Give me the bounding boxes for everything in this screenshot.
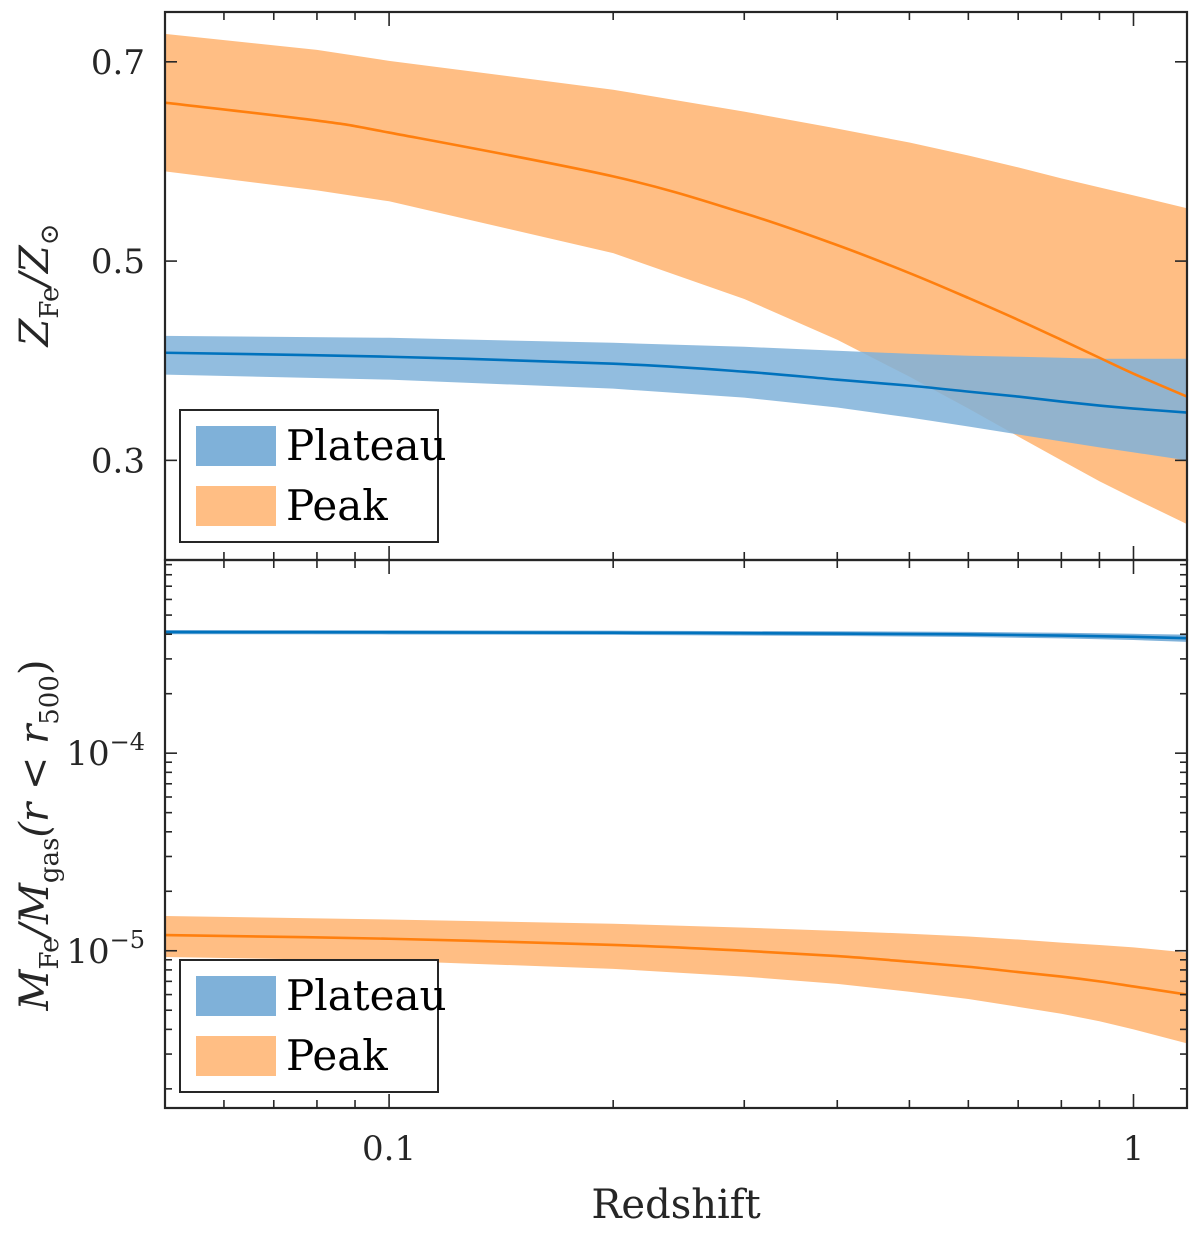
x-axis-title: Redshift <box>591 1182 760 1228</box>
top-confidence-bands <box>165 33 1187 525</box>
bottom-axis-ticks <box>165 560 1187 1108</box>
top-axis-ticks <box>165 12 1187 560</box>
top-legend-swatch-peak <box>196 486 276 526</box>
bot-legend-swatch-plateau <box>196 976 276 1016</box>
top-median-lines <box>165 101 1187 414</box>
top-legend-label-plateau: Plateau <box>286 421 447 470</box>
top-ytick-label: 0.5 <box>91 242 145 282</box>
bot-legend-label-peak: Peak <box>286 1031 388 1080</box>
top-line-peak <box>165 101 1187 398</box>
bot-xtick-label: 0.1 <box>362 1129 416 1169</box>
bot-ytick-label: 10−5 <box>66 926 145 972</box>
bot-ytick-label: 10−4 <box>66 728 145 774</box>
axis-titles: ZFe/Z⊙ MFe/Mgas(r < r500) Redshift <box>12 224 761 1228</box>
axes-frames <box>163 10 1189 1110</box>
top-line-plateau <box>165 351 1187 414</box>
bot-line-plateau <box>165 630 1187 640</box>
bot-xtick-label: 1 <box>1123 1129 1145 1169</box>
bottom-y-axis-title: MFe/Mgas(r < r500) <box>12 660 65 1012</box>
top-ytick-label: 0.7 <box>91 43 145 83</box>
top-y-tick-labels: 0.3 0.5 0.7 <box>91 43 145 482</box>
top-band-plateau <box>165 335 1187 461</box>
bot-band-peak <box>165 915 1187 1044</box>
bottom-median-lines <box>165 630 1187 996</box>
top-band-peak <box>165 33 1187 525</box>
bot-legend: Plateau Peak <box>179 959 447 1093</box>
top-ytick-label: 0.3 <box>91 441 145 481</box>
legends: Plateau Peak Plateau Peak <box>179 409 447 1093</box>
bot-legend-swatch-peak <box>196 1036 276 1076</box>
bottom-tick-labels: 10−5 10−4 0.1 1 <box>66 728 1144 1169</box>
top-panel: 0.3 0.5 0.7 <box>91 12 1187 560</box>
bot-legend-label-plateau: Plateau <box>286 971 447 1020</box>
bottom-axes-frame <box>163 558 1189 1110</box>
top-legend-swatch-plateau <box>196 426 276 466</box>
bot-line-peak <box>165 933 1187 996</box>
top-legend-label-peak: Peak <box>286 481 388 530</box>
bottom-panel: 10−5 10−4 0.1 1 <box>66 560 1187 1169</box>
top-y-axis-title: ZFe/Z⊙ <box>12 224 65 349</box>
top-legend: Plateau Peak <box>179 409 447 543</box>
